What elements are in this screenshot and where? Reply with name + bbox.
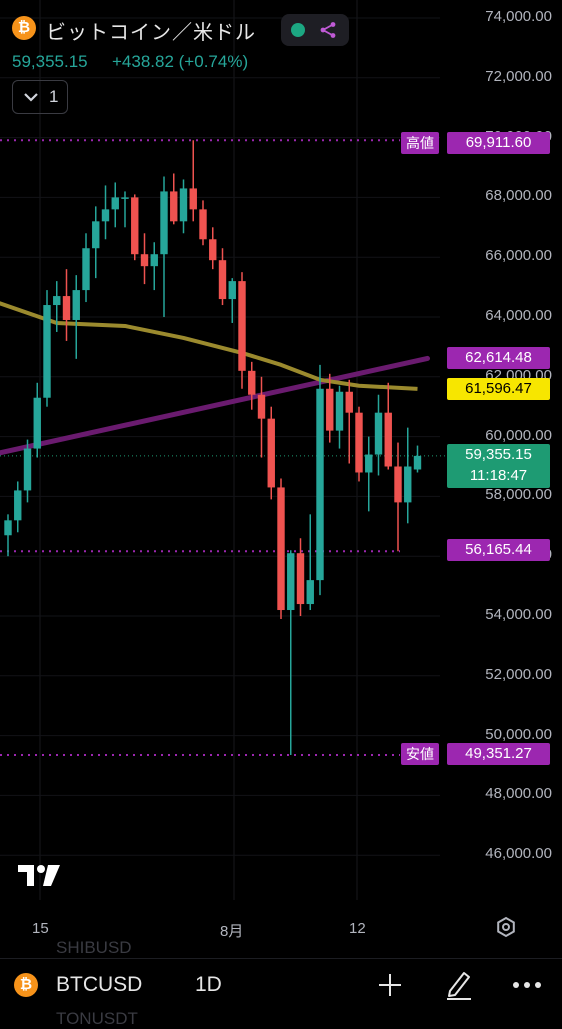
price-axis-label: 46,000.00 bbox=[485, 845, 552, 863]
bitcoin-icon: ₿ bbox=[12, 16, 36, 40]
candle-body bbox=[238, 281, 246, 371]
bar-countdown: 11:18:47 bbox=[469, 467, 528, 484]
candle-body bbox=[33, 397, 41, 449]
candle-body bbox=[170, 191, 178, 222]
candle-body bbox=[82, 248, 90, 291]
bitcoin-icon: ₿ bbox=[14, 973, 38, 997]
candle-body bbox=[53, 296, 61, 306]
candle-body bbox=[199, 209, 207, 240]
draw-pen-icon[interactable] bbox=[444, 969, 474, 1001]
candle-body bbox=[131, 197, 139, 255]
candle-body bbox=[345, 391, 353, 413]
candle-body bbox=[140, 254, 149, 267]
candle-body bbox=[277, 487, 285, 611]
price-change: +438.82 (+0.74%) bbox=[112, 52, 249, 71]
last-price-value: 59,355.15 bbox=[465, 446, 532, 463]
candle-body bbox=[413, 455, 422, 470]
price-axis-label: 64,000.00 bbox=[485, 307, 552, 324]
candle-body bbox=[111, 197, 119, 210]
price-axis-label: 60,000.00 bbox=[485, 426, 552, 444]
candle-body bbox=[150, 254, 158, 267]
price-axis-label: 52,000.00 bbox=[485, 665, 552, 683]
candle-body bbox=[257, 394, 266, 419]
candle-body bbox=[72, 290, 80, 320]
candle-body bbox=[267, 418, 275, 488]
price-axis-label: 50,000.00 bbox=[485, 725, 552, 743]
ghost-symbol: TONUSDT bbox=[56, 1009, 138, 1028]
symbol-button[interactable]: BTCUSD bbox=[56, 973, 143, 996]
candle-body bbox=[209, 239, 217, 261]
candle-body bbox=[316, 388, 324, 581]
last-price-tag: 59,355.15 11:18:47 bbox=[447, 444, 550, 488]
candle-body bbox=[121, 197, 129, 199]
add-icon[interactable] bbox=[377, 972, 403, 998]
tradingview-logo[interactable] bbox=[18, 862, 62, 888]
candle-body bbox=[287, 553, 295, 611]
chevron-down-icon bbox=[24, 93, 38, 102]
indicator-toggle[interactable] bbox=[281, 14, 349, 46]
candle-body bbox=[160, 191, 168, 255]
x-axis-label: 12 bbox=[349, 920, 366, 937]
candle-body bbox=[296, 553, 305, 605]
share-icon bbox=[320, 22, 336, 38]
x-axis-label: 15 bbox=[32, 920, 49, 937]
more-icon[interactable] bbox=[512, 981, 542, 989]
bottom-toolbar: ₿ BTCUSD 1D TONUSDT bbox=[0, 958, 562, 1028]
candle-body bbox=[218, 260, 227, 300]
candle-body bbox=[335, 391, 344, 431]
collapse-indicators-button[interactable]: 1 bbox=[12, 80, 68, 114]
candle-body bbox=[4, 520, 12, 536]
candle-body bbox=[394, 466, 402, 503]
candle-body bbox=[23, 448, 32, 491]
candle-body bbox=[365, 454, 373, 473]
candle-body bbox=[101, 209, 110, 222]
low-badge: 安値 bbox=[401, 743, 439, 765]
price-axis-label: 54,000.00 bbox=[485, 606, 552, 623]
indicator-count: 1 bbox=[49, 87, 59, 106]
high-value-tag: 69,911.60 bbox=[447, 132, 550, 154]
ghost-symbol: SHIBUSD bbox=[56, 938, 132, 957]
level-price-tag: 56,165.44 bbox=[447, 539, 550, 561]
price-axis-label: 58,000.00 bbox=[485, 486, 552, 504]
candle-body bbox=[14, 490, 22, 521]
price-axis-label: 74,000.00 bbox=[485, 8, 552, 25]
last-price: 59,355.15 bbox=[12, 52, 88, 71]
ma-price-tag: 61,596.47 bbox=[447, 378, 550, 400]
candle-body bbox=[374, 412, 383, 455]
status-dot-icon bbox=[291, 23, 305, 37]
price-axis-label: 72,000.00 bbox=[485, 67, 552, 85]
candle-body bbox=[248, 370, 256, 395]
interval-button[interactable]: 1D bbox=[195, 973, 222, 996]
x-axis-label: 8月 bbox=[220, 923, 244, 940]
settings-icon[interactable] bbox=[495, 916, 517, 938]
trend-line bbox=[0, 355, 430, 456]
candle-body bbox=[92, 221, 100, 249]
price-axis-label: 66,000.00 bbox=[485, 247, 552, 265]
candle-body bbox=[384, 412, 392, 467]
candle-body bbox=[355, 412, 363, 473]
price-axis-label: 48,000.00 bbox=[485, 785, 552, 803]
trendline-price-tag: 62,614.48 bbox=[447, 347, 550, 369]
candle-body bbox=[326, 388, 334, 431]
candle-body bbox=[189, 188, 197, 210]
candle-body bbox=[306, 580, 314, 605]
low-value-tag: 49,351.27 bbox=[447, 743, 550, 765]
candle-body bbox=[62, 296, 71, 320]
price-axis-label: 68,000.00 bbox=[485, 187, 552, 205]
high-badge: 高値 bbox=[401, 132, 439, 154]
symbol-title: ビットコイン／米ドル bbox=[46, 22, 256, 44]
candle-body bbox=[404, 466, 412, 503]
candle-body bbox=[43, 305, 51, 398]
candle-body bbox=[179, 188, 188, 222]
candle-body bbox=[228, 281, 236, 300]
